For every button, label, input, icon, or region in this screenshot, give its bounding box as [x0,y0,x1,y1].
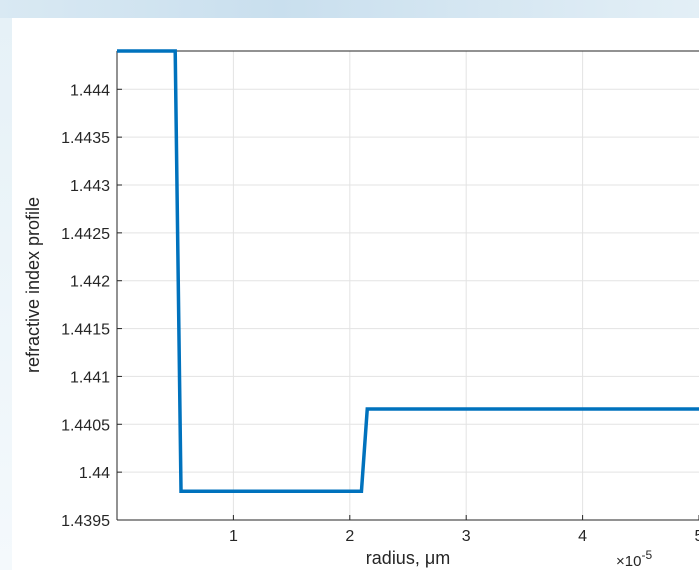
series-group [117,49,699,494]
x-tick-label: 1 [229,528,238,545]
refractive-index-chart: 1 2 3 4 5 1.4395 1.44 1.4405 1.441 1.4415 1.442 1.4… [23,49,699,570]
grid-lines [117,51,699,520]
y-tick-label: 1.4405 [61,417,110,434]
y-tick-label: 1.443 [70,178,110,195]
x-tick-label: 5 [695,528,699,545]
axes [116,50,699,521]
y-tick-label: 1.4435 [61,130,110,147]
y-tick-label: 1.44 [79,465,110,482]
x-tick-label: 3 [462,528,471,545]
y-tick-label: 1.4395 [61,513,110,530]
plot-area [117,51,699,520]
series-line [117,49,699,494]
x-axis-multiplier: ×10-5 [616,548,652,570]
y-tick-label: 1.441 [70,369,110,386]
chart-figure: 1 2 3 4 5 1.4395 1.44 1.4405 1.441 1.4415 1.442 1.4… [12,18,699,570]
y-tick-label: 1.4415 [61,322,110,339]
x-axis-multiplier-base: ×10 [616,553,641,570]
x-axis-label: radius, μm [366,548,450,568]
y-tick-label: 1.442 [70,274,110,291]
background-band [0,0,699,18]
background-left-edge [0,18,12,570]
x-tick-label: 4 [578,528,587,545]
y-tick-label: 1.4425 [61,226,110,243]
x-axis-multiplier-exp: -5 [641,548,652,562]
x-tick-label: 2 [345,528,354,545]
y-axis-label: refractive index profile [23,197,43,373]
y-tick-label: 1.444 [70,82,110,99]
tick-labels: 1 2 3 4 5 1.4395 1.44 1.4405 1.441 1.4415 1.442 1.4… [61,82,699,545]
